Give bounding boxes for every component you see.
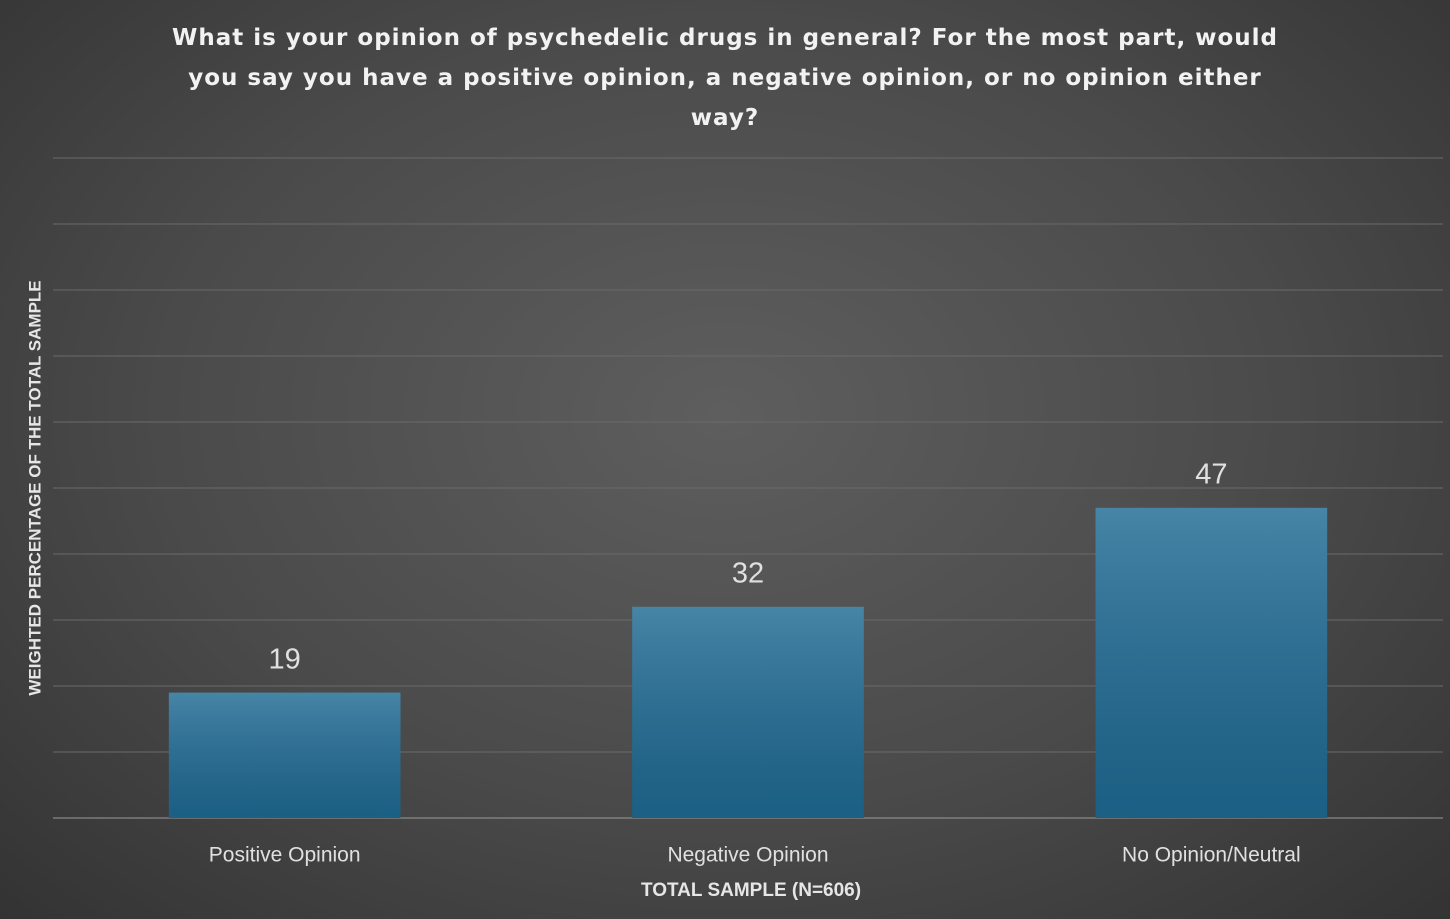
x-axis-title: TOTAL SAMPLE (N=606) [641, 880, 861, 901]
bar-shade [168, 692, 401, 818]
x-tick-label: Negative Opinion [667, 844, 828, 867]
bar-shade [632, 606, 864, 818]
data-label: 19 [269, 643, 301, 675]
y-axis-title: WEIGHTED PERCENTAGE OF THE TOTAL SAMPLE [25, 280, 44, 695]
chart-title: What is your opinion of psychedelic drug… [172, 25, 1278, 131]
x-tick-label: No Opinion/Neutral [1122, 844, 1301, 867]
data-label: 32 [732, 557, 764, 589]
bar-shade [1095, 507, 1328, 818]
data-label: 47 [1195, 458, 1227, 490]
x-tick-label: Positive Opinion [209, 844, 361, 867]
